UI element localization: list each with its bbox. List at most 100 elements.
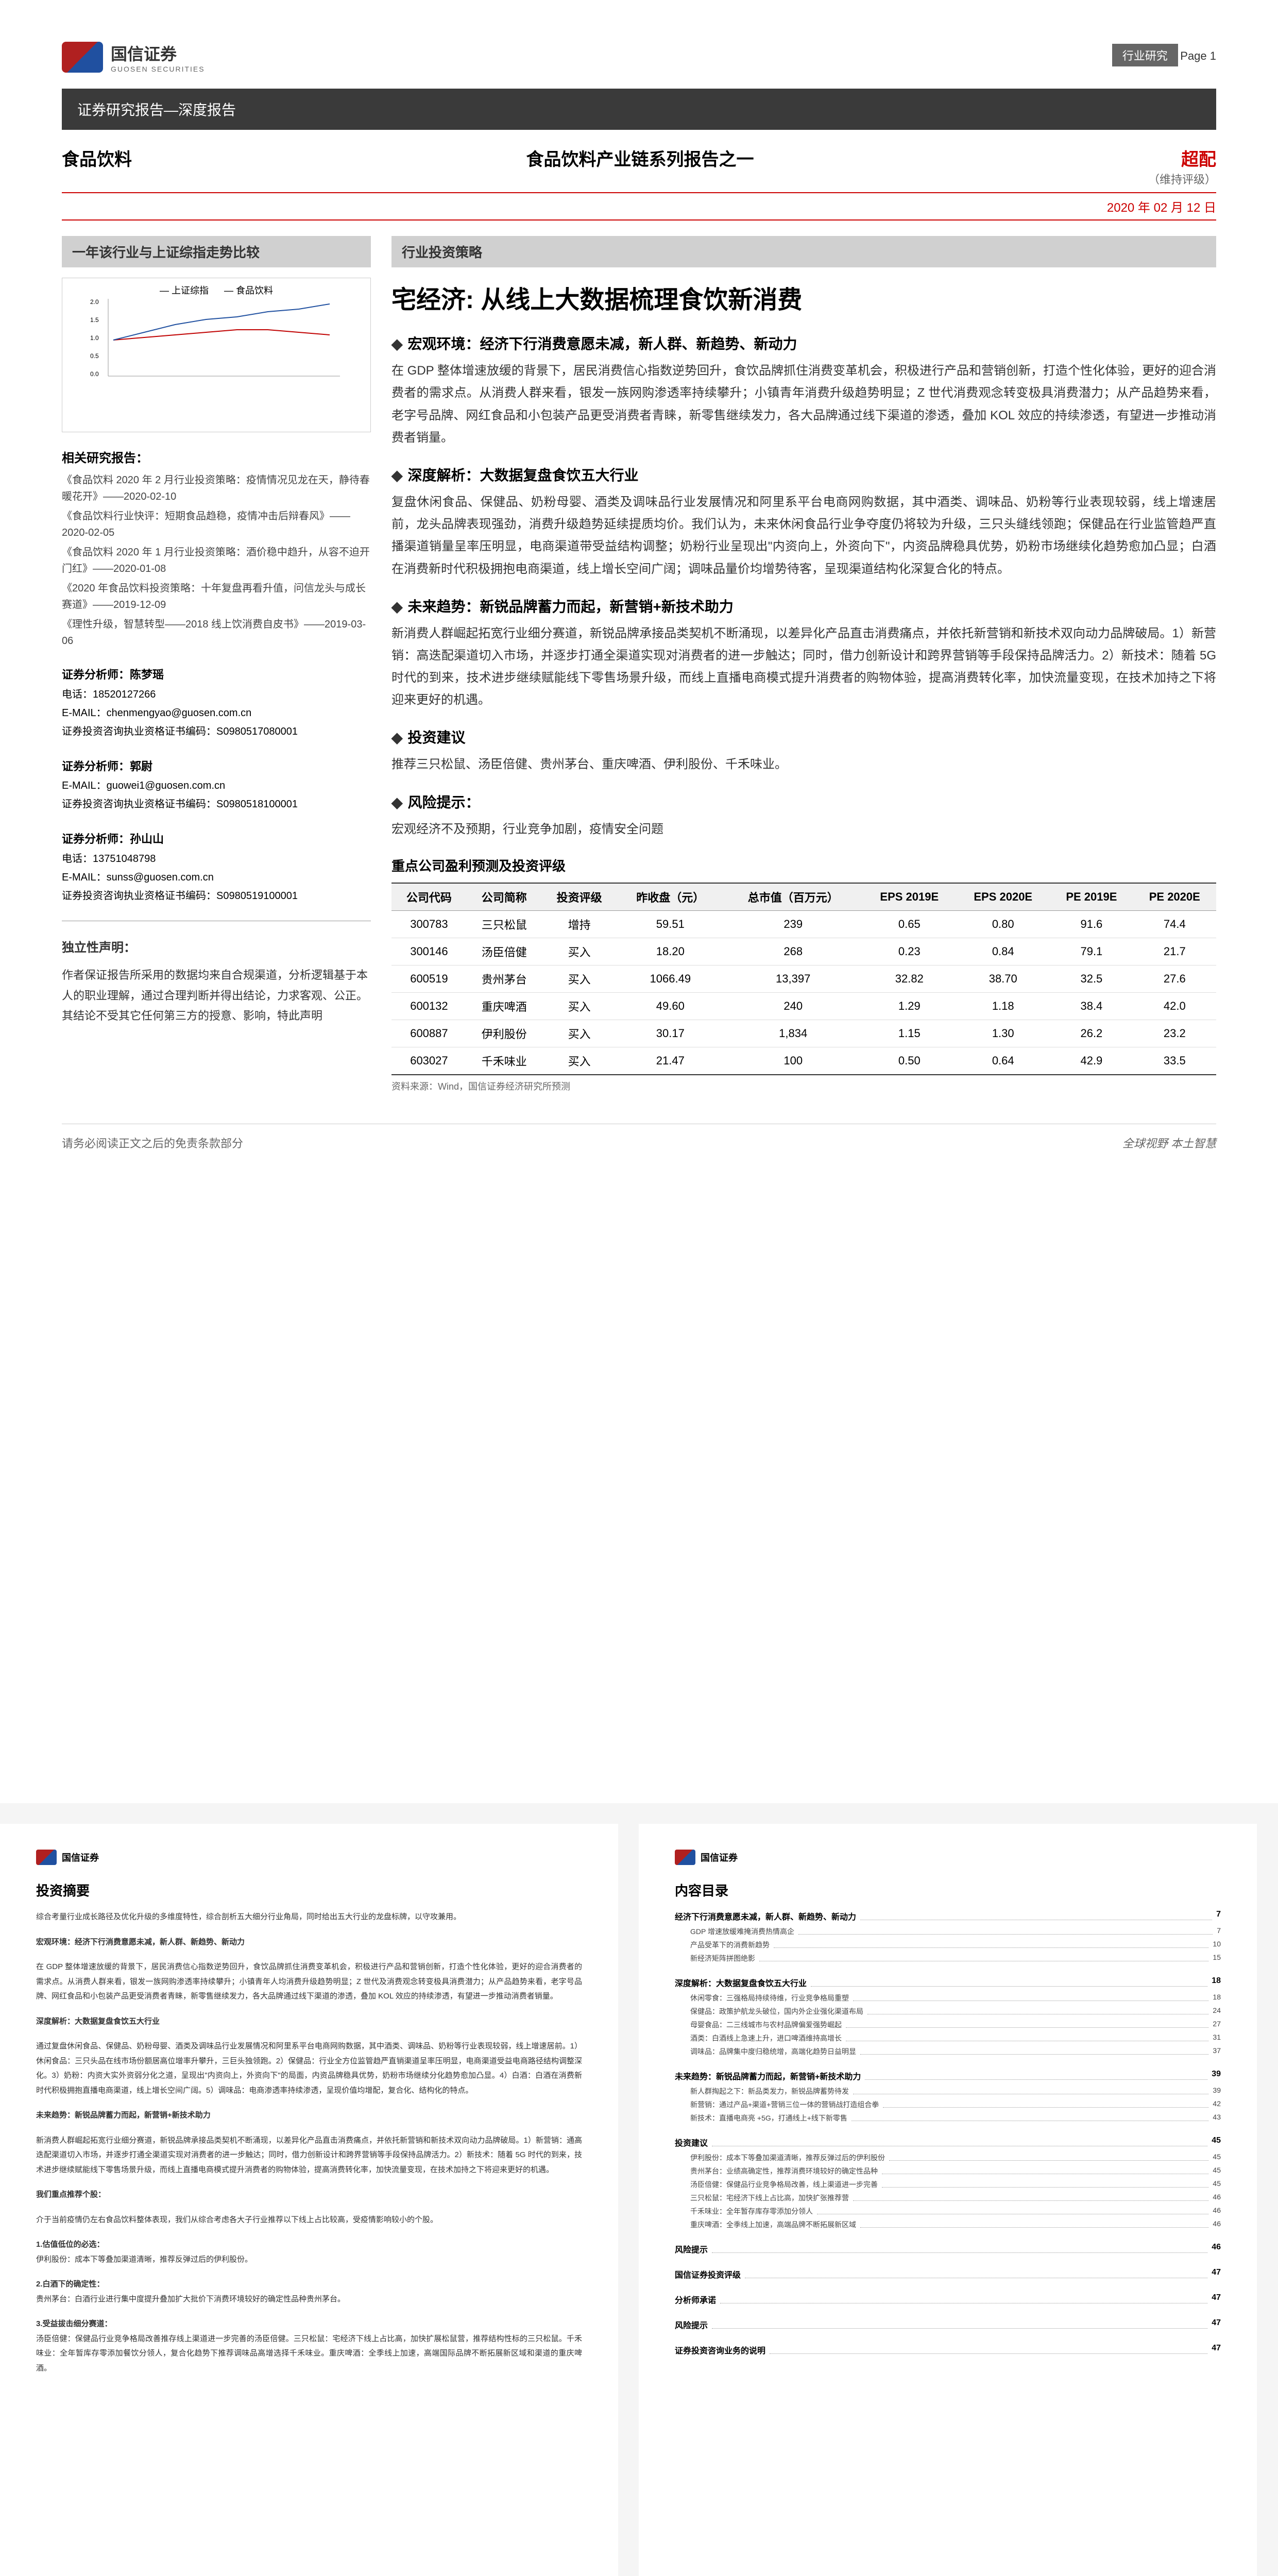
bullet-section: 宏观环境：经济下行消费意愿未减，新人群、新趋势、新动力在 GDP 整体增速放缓的… <box>391 333 1216 449</box>
company-name: 国信证券 <box>111 41 205 65</box>
forecast-table: 公司代码公司简称投资评级昨收盘（元）总市值（百万元）EPS 2019EEPS 2… <box>391 883 1216 1075</box>
legend-item: — 上证综指 <box>160 283 209 297</box>
report-series-title: 食品饮料产业链系列报告之一 <box>132 145 1148 171</box>
recommendation-item: 2.白酒下的确定性：贵州茅台：白酒行业进行集中度提升叠加扩大批价下消费环境较好的… <box>36 2277 582 2307</box>
section-text: 宏观经济不及预期，行业竞争加剧，疫情安全问题 <box>391 818 1216 840</box>
table-header: PE 2020E <box>1133 883 1216 911</box>
table-header: 公司代码 <box>391 883 467 911</box>
bullet-section: 风险提示： 宏观经济不及预期，行业竞争加剧，疫情安全问题 <box>391 791 1216 840</box>
summary-intro: 综合考量行业成长路径及优化升级的多维度特性，综合剖析五大细分行业角局，同时给出五… <box>36 1910 582 1925</box>
independence-statement: 独立性声明： 作者保证报告所采用的数据均来自合规渠道，分析逻辑基于本人的职业理解… <box>62 937 371 1026</box>
toc-title: 内容目录 <box>675 1880 1221 1900</box>
section-title: 深度解析：大数据复盘食饮五大行业 <box>391 464 1216 485</box>
svg-text:2.0: 2.0 <box>90 298 99 306</box>
main-title: 宅经济: 从线上大数据梳理食饮新消费 <box>391 283 1216 317</box>
main-content: 一年该行业与上证综指走势比较 — 上证综指 — 食品饮料 2.0 1.5 1.0… <box>62 236 1216 1093</box>
table-row: 600887伊利股份买入30.171,8341.151.3026.223.2 <box>391 1020 1216 1047</box>
logo-icon <box>62 42 103 73</box>
toc-section: 未来趋势：新锐品牌蓄力而起，新营销+新技术助力39新人群掏起之下：新品类发力，新… <box>675 2070 1221 2123</box>
page-2: 国信证券 投资摘要 综合考量行业成长路径及优化升级的多维度特性，综合剖析五大细分… <box>0 1824 618 2576</box>
table-header: 投资评级 <box>542 883 617 911</box>
svg-text:0.0: 0.0 <box>90 370 99 378</box>
right-column: 行业投资策略 宅经济: 从线上大数据梳理食饮新消费 宏观环境：经济下行消费意愿未… <box>391 236 1216 1093</box>
bullet-section: 未来趋势：新锐品牌蓄力而起，新营销+新技术助力新消费人群崛起拓宽行业细分赛道，新… <box>391 596 1216 711</box>
analyst-box: 证券分析师：陈梦瑶电话：18520127266E-MAIL：chenmengya… <box>62 665 371 741</box>
table-header: EPS 2020E <box>956 883 1050 911</box>
toc-section: 深度解析：大数据复盘食饮五大行业18休闲零食：三强格局持续待维，行业竞争格局重塑… <box>675 1976 1221 2057</box>
rating: 超配 <box>1148 145 1216 171</box>
table-row: 300146汤臣倍健买入18.202680.230.8479.121.7 <box>391 938 1216 965</box>
section-title: 投资建议 <box>391 726 1216 747</box>
table-header: 总市值（百万元） <box>724 883 862 911</box>
strategy-header: 行业投资策略 <box>391 236 1216 267</box>
related-item: 《食品饮料 2020 年 2 月行业投资策略：疫情情况见龙在天，静待春暖花开》—… <box>62 472 371 505</box>
related-item: 《食品饮料 2020 年 1 月行业投资策略：酒价稳中趋升，从容不迫开门红》——… <box>62 544 371 577</box>
summary-title: 投资摘要 <box>36 1880 582 1900</box>
section-title: 风险提示： <box>391 791 1216 812</box>
independence-text: 作者保证报告所采用的数据均来自合规渠道，分析逻辑基于本人的职业理解，通过合理判断… <box>62 965 371 1026</box>
page-3: 国信证券 内容目录 经济下行消费意愿未减，新人群、新趋势、新动力7GDP 增速放… <box>639 1824 1257 2576</box>
chart-section-header: 一年该行业与上证综指走势比较 <box>62 236 371 267</box>
analyst-box: 证券分析师：郭尉E-MAIL：guowei1@guosen.com.cn证券投资… <box>62 756 371 814</box>
rating-note: （维持评级） <box>1148 171 1216 187</box>
svg-text:1.0: 1.0 <box>90 334 99 342</box>
bullet-section: 投资建议推荐三只松鼠、汤臣倍健、贵州茅台、重庆啤酒、伊利股份、千禾味业。 <box>391 726 1216 775</box>
table-row: 600519贵州茅台买入1066.4913,39732.8238.7032.52… <box>391 965 1216 992</box>
line-chart-svg: 2.0 1.5 1.0 0.5 0.0 <box>73 289 360 392</box>
related-item: 《理性升级，智慧转型——2018 线上饮消费自皮书》——2019-03-06 <box>62 616 371 649</box>
related-title: 相关研究报告： <box>62 448 371 466</box>
page-number: Page 1 <box>1180 49 1216 62</box>
toc-section: 投资建议45伊利股份：成本下等叠加渠道清晰，推荐反弹过后的伊利股份45贵州茅台：… <box>675 2136 1221 2230</box>
independence-title: 独立性声明： <box>62 937 371 959</box>
category-tag: 行业研究 <box>1112 44 1178 66</box>
toc-section: 风险提示46 <box>675 2243 1221 2255</box>
section-text: 复盘休闲食品、保健品、奶粉母婴、酒类及调味品行业发展情况和阿里系平台电商网购数据… <box>391 491 1216 580</box>
bullet-section: 深度解析：大数据复盘食饮五大行业复盘休闲食品、保健品、奶粉母婴、酒类及调味品行业… <box>391 464 1216 580</box>
footer-disclaimer: 请务必阅读正文之后的免责条款部分 <box>62 1134 243 1151</box>
logo-icon <box>675 1850 695 1865</box>
related-item: 《食品饮料行业快评：短期食品趋稳，疫情冲击后辩春风》——2020-02-05 <box>62 508 371 541</box>
table-header: 昨收盘（元） <box>617 883 724 911</box>
page-1: 国信证券 GUOSEN SECURITIES 行业研究 Page 1 证券研究报… <box>0 0 1278 1803</box>
toc-section: 风险提示47 <box>675 2318 1221 2331</box>
left-column: 一年该行业与上证综指走势比较 — 上证综指 — 食品饮料 2.0 1.5 1.0… <box>62 236 371 1093</box>
recommendation-item: 3.受益拔击细分赛道：汤臣倍健：保健品行业竞争格局改善推存线上渠道进一步完善的汤… <box>36 2317 582 2376</box>
toc-section: 经济下行消费意愿未减，新人群、新趋势、新动力7GDP 增速放缓难掩消费热情高企7… <box>675 1910 1221 1963</box>
toc-section: 分析师承诺47 <box>675 2293 1221 2306</box>
section-title: 宏观环境：经济下行消费意愿未减，新人群、新趋势、新动力 <box>391 333 1216 353</box>
table-row: 600132重庆啤酒买入49.602401.291.1838.442.0 <box>391 992 1216 1020</box>
section-text: 新消费人群崛起拓宽行业细分赛道，新锐品牌承接品类契机不断涌现，以差异化产品直击消… <box>391 622 1216 711</box>
related-reports: 相关研究报告： 《食品饮料 2020 年 2 月行业投资策略：疫情情况见龙在天，… <box>62 448 371 649</box>
company-name-en: GUOSEN SECURITIES <box>111 65 205 73</box>
toc-section: 证券投资咨询业务的说明47 <box>675 2344 1221 2356</box>
legend-item: — 食品饮料 <box>224 283 273 297</box>
table-header: EPS 2019E <box>862 883 956 911</box>
table-row: 300783三只松鼠增持59.512390.650.8091.674.4 <box>391 910 1216 938</box>
title-row: 食品饮料 食品饮料产业链系列报告之一 超配 （维持评级） <box>62 145 1216 187</box>
svg-text:1.5: 1.5 <box>90 316 99 324</box>
related-item: 《2020 年食品饮料投资策略：十年复盘再看升值，问信龙头与成长赛道》——201… <box>62 580 371 613</box>
section-text: 在 GDP 整体增速放缓的背景下，居民消费信心指数逆势回升，食饮品牌抓住消费变革… <box>391 360 1216 449</box>
logo-icon <box>36 1850 57 1865</box>
table-header: PE 2019E <box>1050 883 1133 911</box>
header-right: 行业研究 Page 1 <box>1112 44 1216 71</box>
table-header: 公司简称 <box>467 883 542 911</box>
report-date: 2020 年 02 月 12 日 <box>62 192 1216 221</box>
page-footer: 请务必阅读正文之后的免责条款部分 全球视野 本土智慧 <box>62 1124 1216 1151</box>
table-source: 资料来源：Wind，国信证券经济研究所预测 <box>391 1079 1216 1093</box>
performance-chart: — 上证综指 — 食品饮料 2.0 1.5 1.0 0.5 0.0 <box>62 278 371 432</box>
table-row: 603027千禾味业买入21.471000.500.6442.933.5 <box>391 1047 1216 1075</box>
rating-box: 超配 （维持评级） <box>1148 145 1216 187</box>
report-type-banner: 证券研究报告—深度报告 <box>62 89 1216 130</box>
svg-text:0.5: 0.5 <box>90 352 99 360</box>
header: 国信证券 GUOSEN SECURITIES 行业研究 Page 1 <box>62 41 1216 73</box>
thumbnail-pages: 国信证券 投资摘要 综合考量行业成长路径及优化升级的多维度特性，综合剖析五大细分… <box>0 1824 1278 2576</box>
sector-title: 食品饮料 <box>62 145 132 171</box>
recommendation-item: 1.估值低位的必选：伊利股份：成本下等叠加渠道清晰，推荐反弹过后的伊利股份。 <box>36 2238 582 2267</box>
table-title: 重点公司盈利预测及投资评级 <box>391 856 1216 875</box>
footer-slogan: 全球视野 本土智慧 <box>1122 1134 1216 1151</box>
section-title: 未来趋势：新锐品牌蓄力而起，新营销+新技术助力 <box>391 596 1216 616</box>
section-text: 推荐三只松鼠、汤臣倍健、贵州茅台、重庆啤酒、伊利股份、千禾味业。 <box>391 753 1216 775</box>
analysts: 证券分析师：陈梦瑶电话：18520127266E-MAIL：chenmengya… <box>62 665 371 905</box>
chart-legend: — 上证综指 — 食品饮料 <box>160 283 273 297</box>
